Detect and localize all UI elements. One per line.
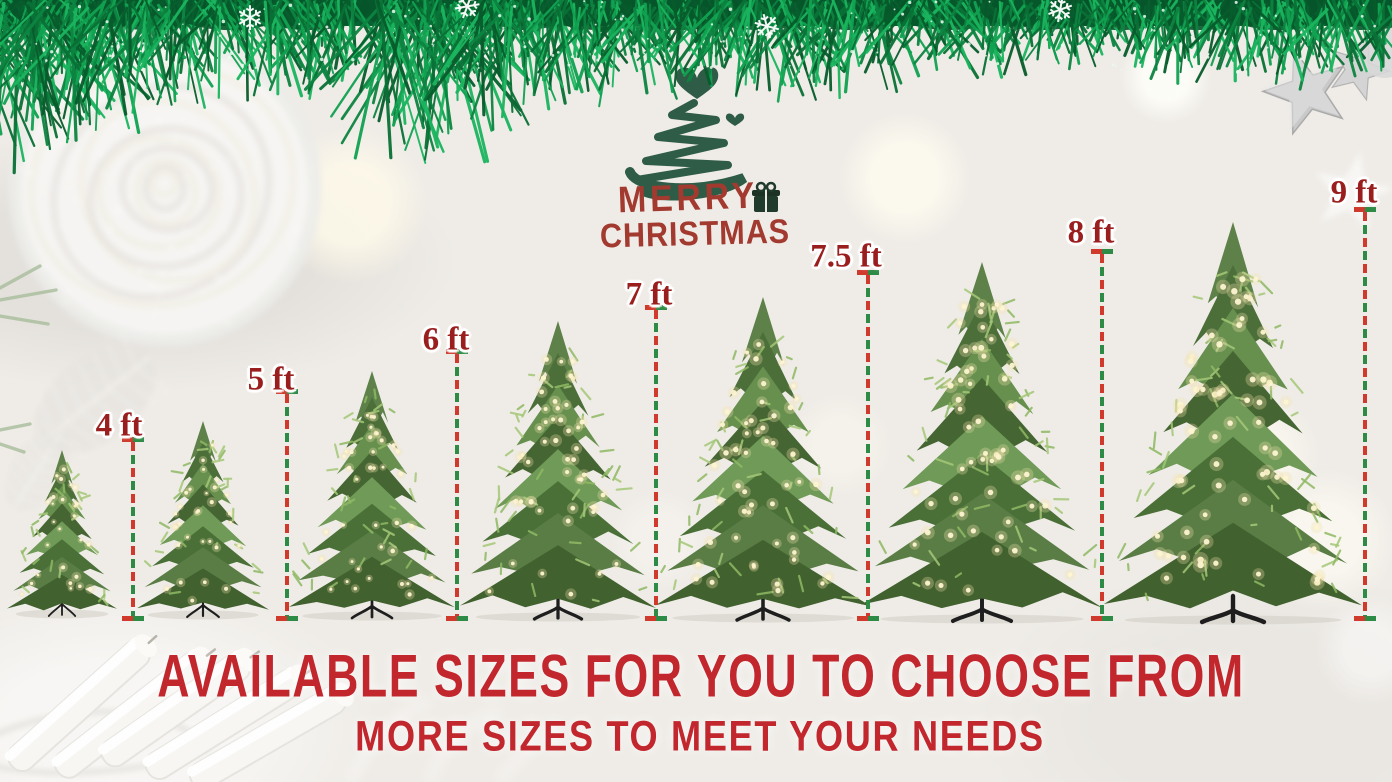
logo-scribble-swoosh bbox=[625, 167, 748, 201]
size-label-5ft: 5 ft bbox=[247, 361, 295, 398]
measure-line-5ft bbox=[276, 389, 298, 621]
pine-garland: ❄ ❄ ❄ ❄ bbox=[0, 0, 1392, 175]
sage-sprig-decoration bbox=[0, 264, 58, 454]
tree-5ft bbox=[137, 421, 269, 620]
logo-scribble-tree bbox=[633, 99, 732, 184]
measure-line-8ft bbox=[1091, 249, 1113, 621]
tree-7p5ft bbox=[655, 297, 871, 623]
tree-7ft bbox=[460, 321, 656, 622]
snowflake-icon: ❄ bbox=[1043, 0, 1078, 32]
gift-icon bbox=[752, 181, 780, 212]
merry-christmas-logo: MERRY CHRISTMAS bbox=[585, 55, 815, 255]
size-label-6ft: 6 ft bbox=[422, 321, 470, 358]
white-candles-decoration bbox=[0, 634, 357, 782]
snowflake-icon: ❄ bbox=[236, 0, 265, 38]
headline-secondary: MORE SIZES TO MEET YOUR NEEDS bbox=[355, 712, 1045, 761]
tree-4ft bbox=[7, 450, 117, 619]
twig-decoration bbox=[346, 696, 561, 782]
size-label-9ft: 9 ft bbox=[1330, 174, 1378, 211]
tree-9ft bbox=[1104, 222, 1362, 625]
size-label-7.5ft: 7.5 ft bbox=[810, 238, 882, 275]
tree-6ft bbox=[289, 371, 455, 621]
size-label-8ft: 8 ft bbox=[1067, 214, 1115, 251]
leaf-skeleton-decoration bbox=[4, 331, 168, 512]
trees-row bbox=[7, 222, 1362, 625]
measure-line-6ft bbox=[446, 349, 468, 621]
measure-line-7.5ft bbox=[857, 270, 879, 621]
size-label-7ft: 7 ft bbox=[625, 276, 673, 313]
tree-8ft bbox=[861, 262, 1103, 624]
measure-line-7ft bbox=[645, 305, 667, 621]
measure-line-9ft bbox=[1354, 207, 1376, 621]
garland-needles: ❄ ❄ ❄ ❄ bbox=[0, 0, 1392, 175]
measure-line-4ft bbox=[122, 437, 144, 621]
logo-tree-doodle bbox=[625, 66, 780, 212]
headline-primary: AVAILABLE SIZES FOR YOU TO CHOOSE FROM bbox=[157, 642, 1245, 710]
logo-heart-dot bbox=[725, 113, 745, 126]
size-label-4ft: 4 ft bbox=[95, 407, 143, 444]
